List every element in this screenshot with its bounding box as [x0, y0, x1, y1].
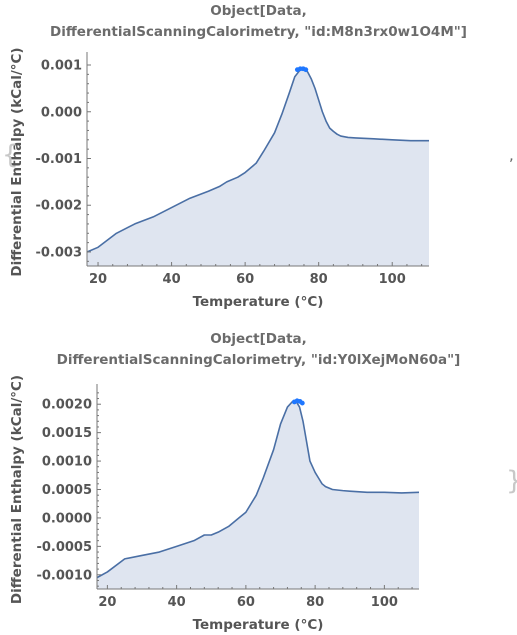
chart1-plot: 20 40 60 80 100 -0.003 -0.002 -0.001 0.000 0.001 T…	[9, 47, 429, 310]
chart2-y-tick-label: -0.0010	[36, 568, 92, 583]
chart1-x-tick-label: 20	[89, 272, 107, 287]
chart1-x-tick: 40	[163, 272, 181, 287]
list-comma: ,	[509, 146, 514, 164]
chart1-x-tick: 100	[379, 272, 406, 287]
chart1-peak-marker	[303, 67, 309, 73]
chart1-y-tick: 0.001	[41, 59, 82, 74]
chart2-y-tick-label: 0.0020	[42, 398, 92, 413]
chart2-y-tick-label: -0.0005	[36, 540, 92, 555]
chart1-x-tick-label: 60	[236, 272, 254, 287]
chart1-y-tick: 0.000	[41, 105, 82, 120]
chart2-y-tick-label: 0.0010	[42, 455, 92, 470]
chart1-y-tick-label: 0.001	[41, 59, 82, 74]
chart2-peak-marker	[299, 400, 305, 406]
chart1-series-line	[86, 67, 429, 253]
chart1-title-line1: Object[Data,	[210, 3, 307, 19]
chart1-y-tick-label: -0.001	[35, 152, 82, 167]
chart1-x-tick-label: 40	[163, 272, 181, 287]
chart1-x-axis-label: Temperature (°C)	[193, 294, 324, 310]
chart2-y-tick: -0.0005	[36, 540, 92, 555]
chart2-x-tick-label: 80	[306, 595, 324, 610]
chart1-x-tick: 20	[89, 272, 107, 287]
chart1-y-tick-label: -0.003	[35, 245, 82, 260]
chart2-y-tick: 0.0015	[42, 426, 92, 441]
chart1-title-line2: DifferentialScanningCalorimetry, "id:M8n…	[50, 24, 467, 40]
chart2-y-tick: 0.0000	[42, 511, 92, 526]
chart1-area-fill	[87, 68, 429, 266]
chart2-x-axis-label: Temperature (°C)	[193, 617, 324, 633]
list-open-brace: {	[2, 140, 19, 170]
chart2-y-axis-label: Differential Enthalpy (kCal/°C)	[9, 375, 25, 604]
chart2-x-tick: 60	[237, 595, 255, 610]
chart2-title-line1: Object[Data,	[210, 331, 307, 347]
chart2-x-tick-label: 100	[371, 595, 398, 610]
list-close-brace: }	[506, 466, 517, 496]
chart2-y-tick: 0.0005	[42, 483, 92, 498]
chart1-y-tick-label: 0.000	[41, 105, 82, 120]
chart2-x-tick-label: 20	[98, 595, 116, 610]
chart2-x-tick-label: 60	[237, 595, 255, 610]
chart1-y-tick-label: -0.002	[35, 199, 82, 214]
chart1-y-axis-label: Differential Enthalpy (kCal/°C)	[9, 47, 25, 276]
chart2-y-tick: -0.0010	[36, 568, 92, 583]
chart1-x-tick: 80	[310, 272, 328, 287]
chart1-y-tick: -0.002	[35, 199, 82, 214]
chart2-x-tick: 40	[168, 595, 186, 610]
chart1-y-tick: -0.001	[35, 152, 82, 167]
chart1-x-tick-label: 100	[379, 272, 406, 287]
chart2-y-tick: 0.0020	[42, 398, 92, 413]
chart1-x-tick: 60	[236, 272, 254, 287]
chart2-area-fill	[97, 401, 419, 589]
chart2-title-line2: DifferentialScanningCalorimetry, "id:Y0l…	[56, 352, 461, 368]
chart2-x-tick: 100	[371, 595, 398, 610]
chart2-x-tick: 80	[306, 595, 324, 610]
chart1-x-tick-label: 80	[310, 272, 328, 287]
chart2-y-tick-label: 0.0015	[42, 426, 92, 441]
chart2-series-line	[96, 400, 420, 579]
chart2-y-tick: 0.0010	[42, 455, 92, 470]
chart2-plot: 20 40 60 80 100 -0.0010 -0.0005 0.0000 0.0005 0.0…	[9, 375, 420, 633]
chart2-y-tick-label: 0.0000	[42, 511, 92, 526]
chart2-y-tick-label: 0.0005	[42, 483, 92, 498]
chart1-y-tick: -0.003	[35, 245, 82, 260]
chart2-x-tick-label: 40	[168, 595, 186, 610]
chart2-x-tick: 20	[98, 595, 116, 610]
